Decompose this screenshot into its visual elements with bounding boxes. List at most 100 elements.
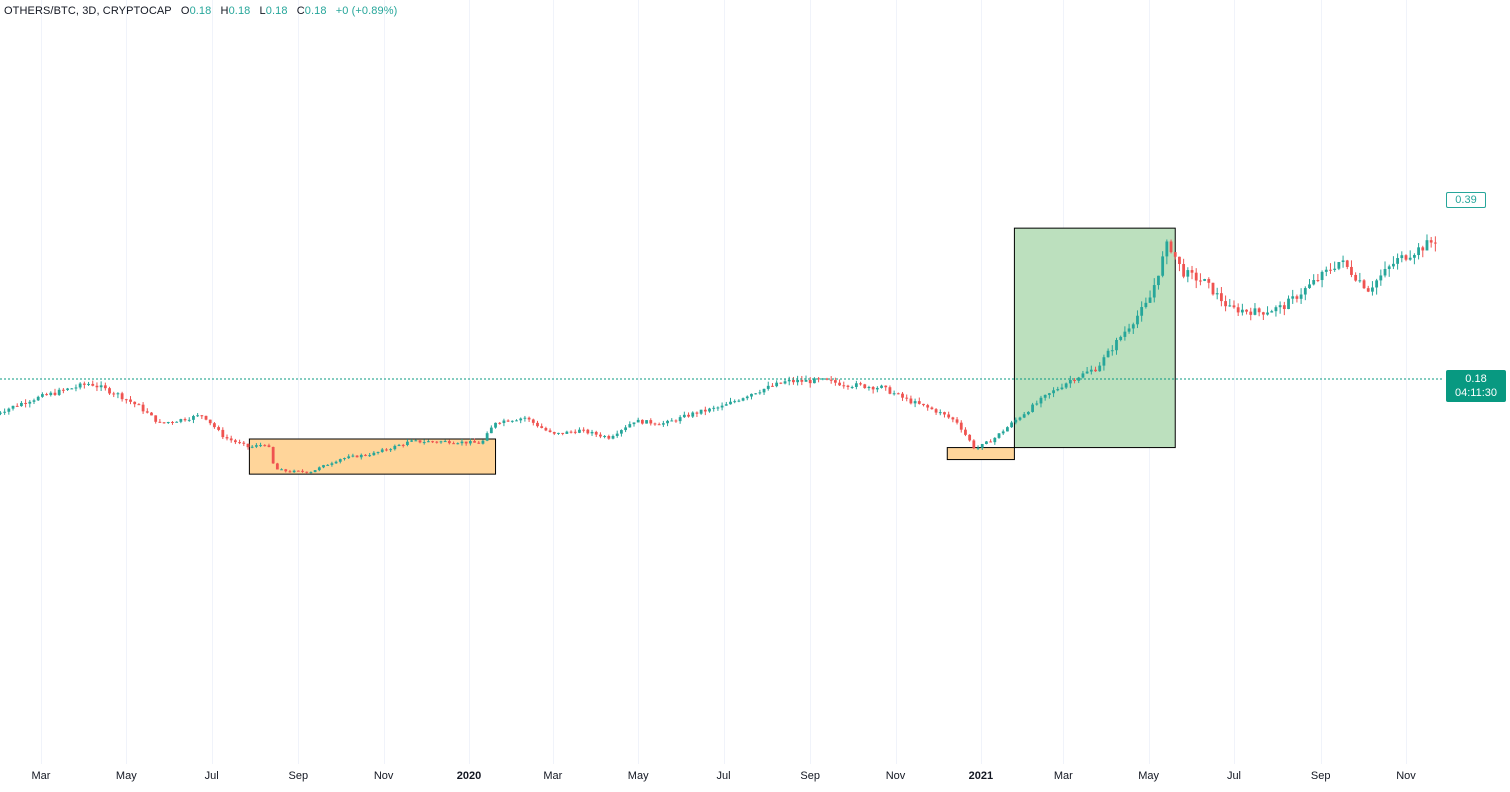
candle [95, 382, 99, 392]
open-label: O [180, 5, 190, 17]
candle [1270, 309, 1274, 313]
candle [682, 411, 686, 418]
orange-rectangle-annotation[interactable] [946, 447, 1015, 461]
last-high-badge: 0.39 [1446, 192, 1486, 208]
candle [1211, 282, 1215, 296]
candle [1173, 252, 1177, 260]
candle [708, 407, 711, 413]
candle [162, 422, 166, 424]
candle [573, 429, 577, 435]
high-label: H [220, 5, 229, 17]
candle [418, 440, 422, 444]
candle [599, 432, 602, 439]
candle [468, 438, 472, 446]
candle [720, 402, 724, 411]
candle [1119, 335, 1123, 342]
candle [250, 445, 254, 449]
candle [137, 403, 141, 406]
candle [1014, 417, 1018, 425]
candle [0, 411, 2, 416]
candle [1350, 260, 1353, 278]
candle [825, 377, 829, 381]
candle [775, 380, 779, 388]
candle [569, 430, 573, 434]
candle [11, 405, 15, 411]
time-axis-label: May [1138, 770, 1160, 782]
candle [540, 423, 544, 429]
candle [1136, 310, 1139, 329]
candle [326, 464, 330, 466]
annotation-boxes[interactable] [248, 227, 1176, 475]
candle [527, 416, 531, 422]
candle [615, 430, 619, 438]
candle [959, 420, 963, 433]
candle [1278, 301, 1282, 314]
candle [989, 439, 993, 443]
candle [1375, 278, 1379, 295]
candle [1266, 306, 1269, 316]
candle [620, 429, 623, 437]
candle [154, 415, 158, 424]
time-axis-label: Jul [716, 770, 731, 782]
candle [909, 395, 913, 405]
candle [821, 378, 825, 381]
candle [1308, 279, 1311, 289]
candle [175, 421, 179, 423]
candle [133, 401, 137, 408]
candle [741, 397, 745, 402]
candle [1060, 383, 1064, 391]
candle [1320, 270, 1324, 288]
candle [1383, 261, 1387, 278]
candle [1035, 400, 1039, 406]
candle [376, 451, 380, 455]
time-axis-label: Jul [204, 770, 219, 782]
candle [758, 389, 762, 395]
candle [972, 439, 976, 450]
candle [431, 440, 434, 444]
time-axis-label: 2020 [456, 770, 482, 782]
orange-rectangle-annotation[interactable] [248, 438, 497, 475]
candle [254, 443, 258, 449]
candle [544, 426, 548, 432]
candle [1056, 386, 1060, 392]
candle [515, 419, 518, 422]
candle [1366, 285, 1370, 293]
candle [1337, 261, 1341, 271]
candle [1081, 370, 1085, 379]
candle [678, 415, 682, 424]
candle [842, 381, 846, 389]
time-axis-label: Jul [1226, 770, 1241, 782]
candle [192, 414, 195, 424]
candle [1157, 275, 1160, 290]
candle [829, 376, 833, 384]
candle [645, 420, 648, 424]
candle [406, 439, 409, 447]
chart-area[interactable] [0, 0, 1444, 764]
candle [943, 411, 946, 418]
candle [1316, 273, 1320, 283]
candle [7, 407, 11, 415]
time-axis-label: Mar [543, 770, 563, 782]
candle [594, 430, 598, 437]
candle [762, 388, 766, 395]
candle [1257, 307, 1261, 317]
candle [179, 418, 183, 424]
candle [1354, 272, 1358, 282]
candle [632, 422, 636, 427]
candle [964, 427, 967, 437]
candle [380, 447, 384, 453]
candle [1110, 345, 1114, 356]
candle [985, 440, 988, 445]
candle [729, 397, 732, 405]
green-rectangle-annotation[interactable] [1013, 227, 1176, 449]
candle [817, 377, 821, 383]
candle [926, 403, 930, 411]
candle [1261, 311, 1265, 321]
candle [45, 392, 48, 396]
candle [305, 471, 309, 474]
candle [1253, 303, 1257, 316]
candle [78, 382, 82, 390]
candle [808, 377, 812, 388]
candle [1115, 337, 1118, 355]
